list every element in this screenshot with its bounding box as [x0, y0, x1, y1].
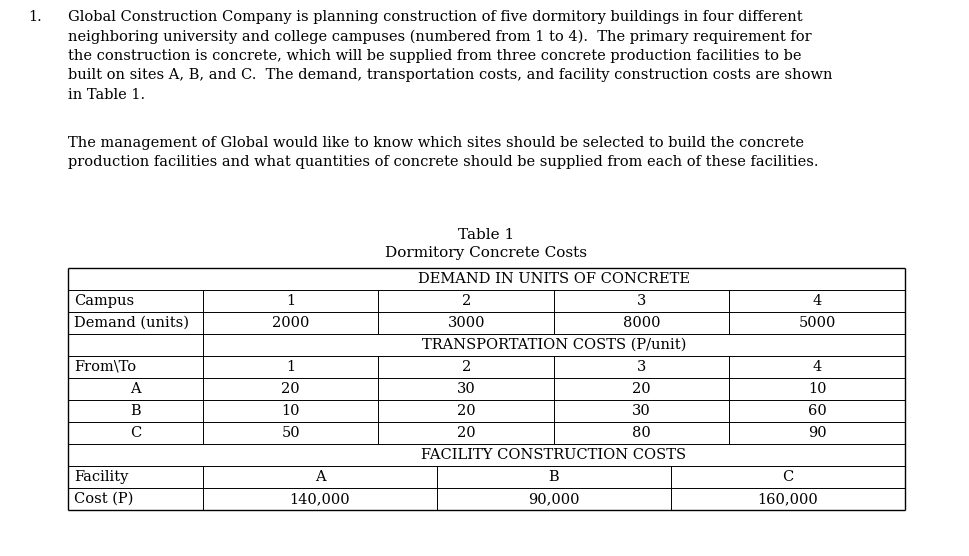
Text: TRANSPORTATION COSTS (P/unit): TRANSPORTATION COSTS (P/unit): [422, 338, 686, 352]
Text: 1: 1: [286, 294, 296, 308]
Text: 90,000: 90,000: [528, 492, 579, 506]
Text: in Table 1.: in Table 1.: [68, 88, 145, 102]
Text: 2: 2: [461, 360, 471, 374]
Text: Demand (units): Demand (units): [74, 316, 189, 330]
Text: 10: 10: [808, 382, 827, 396]
Text: 3: 3: [637, 360, 646, 374]
Text: DEMAND IN UNITS OF CONCRETE: DEMAND IN UNITS OF CONCRETE: [418, 272, 690, 286]
Text: B: B: [548, 470, 559, 484]
Text: 160,000: 160,000: [758, 492, 819, 506]
Text: 60: 60: [808, 404, 827, 418]
Text: 1.: 1.: [28, 10, 42, 24]
Text: FACILITY CONSTRUCTION COSTS: FACILITY CONSTRUCTION COSTS: [422, 448, 687, 462]
Text: 20: 20: [281, 382, 300, 396]
Text: The management of Global would like to know which sites should be selected to bu: The management of Global would like to k…: [68, 136, 804, 150]
Text: 20: 20: [457, 426, 476, 440]
Text: 90: 90: [808, 426, 827, 440]
Text: 20: 20: [633, 382, 651, 396]
Text: Campus: Campus: [74, 294, 134, 308]
Text: 30: 30: [456, 382, 476, 396]
Text: neighboring university and college campuses (numbered from 1 to 4).  The primary: neighboring university and college campu…: [68, 29, 812, 44]
Text: From\To: From\To: [74, 360, 136, 374]
Text: 5000: 5000: [798, 316, 836, 330]
Text: 4: 4: [813, 294, 822, 308]
Text: 1: 1: [286, 360, 296, 374]
Text: A: A: [130, 382, 141, 396]
Text: 2000: 2000: [272, 316, 309, 330]
Text: 10: 10: [282, 404, 300, 418]
Text: built on sites A, B, and C.  The demand, transportation costs, and facility cons: built on sites A, B, and C. The demand, …: [68, 68, 832, 82]
Text: production facilities and what quantities of concrete should be supplied from ea: production facilities and what quantitie…: [68, 155, 819, 169]
Text: 80: 80: [633, 426, 651, 440]
Text: C: C: [782, 470, 794, 484]
Text: Table 1: Table 1: [458, 228, 515, 242]
Text: 8000: 8000: [623, 316, 661, 330]
Text: 140,000: 140,000: [290, 492, 351, 506]
Text: the construction is concrete, which will be supplied from three concrete product: the construction is concrete, which will…: [68, 49, 801, 63]
Text: Global Construction Company is planning construction of five dormitory buildings: Global Construction Company is planning …: [68, 10, 802, 24]
Text: Dormitory Concrete Costs: Dormitory Concrete Costs: [386, 246, 587, 260]
Text: 3000: 3000: [448, 316, 485, 330]
Text: 50: 50: [281, 426, 300, 440]
Text: A: A: [315, 470, 326, 484]
Text: C: C: [130, 426, 141, 440]
Text: 3: 3: [637, 294, 646, 308]
Text: 2: 2: [461, 294, 471, 308]
Text: Cost (P): Cost (P): [74, 492, 134, 506]
Text: 30: 30: [633, 404, 651, 418]
Text: 4: 4: [813, 360, 822, 374]
Text: Facility: Facility: [74, 470, 128, 484]
Text: B: B: [130, 404, 141, 418]
Text: 20: 20: [457, 404, 476, 418]
